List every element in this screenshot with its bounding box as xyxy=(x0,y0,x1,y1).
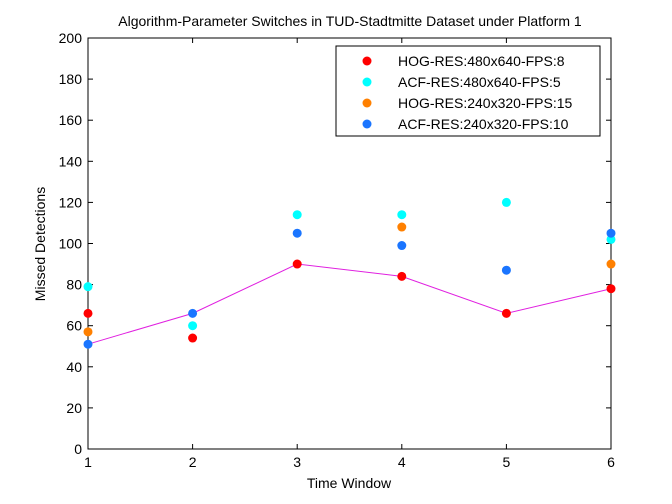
data-point-series-2 xyxy=(83,282,93,292)
legend-marker xyxy=(362,77,372,87)
data-point-series-2 xyxy=(606,234,616,244)
data-point-series-2 xyxy=(501,197,511,207)
y-tick-label: 100 xyxy=(59,236,83,252)
legend-marker xyxy=(362,98,372,108)
data-point-series-2 xyxy=(188,321,198,331)
y-axis: 0 20 40 60 80 100 120 140 160 180 200 xyxy=(59,30,611,457)
x-tick-label: 3 xyxy=(293,454,301,470)
x-tick-label: 2 xyxy=(189,454,197,470)
data-point-series-2 xyxy=(397,210,407,220)
data-point-series-4 xyxy=(397,241,407,251)
x-tick-label: 6 xyxy=(607,454,615,470)
y-tick-label: 60 xyxy=(66,318,82,334)
data-point-series-3 xyxy=(397,222,407,232)
data-point-series-1 xyxy=(501,308,511,318)
data-point-series-3 xyxy=(83,327,93,337)
y-tick-label: 120 xyxy=(59,194,83,210)
x-axis: 1 2 3 4 5 6 xyxy=(84,38,615,470)
data-point-series-4 xyxy=(83,339,93,349)
legend-marker xyxy=(362,119,372,129)
y-tick-label: 80 xyxy=(66,277,82,293)
y-tick-label: 0 xyxy=(74,441,82,457)
y-tick-label: 180 xyxy=(59,71,83,87)
data-point-series-1 xyxy=(83,308,93,318)
legend-marker xyxy=(362,56,372,66)
series-layer xyxy=(83,197,616,349)
x-tick-label: 1 xyxy=(84,454,92,470)
legend-label: ACF-RES:240x320-FPS:10 xyxy=(398,116,569,132)
y-tick-label: 200 xyxy=(59,30,83,46)
legend-label: HOG-RES:480x640-FPS:8 xyxy=(398,53,565,69)
data-point-series-1 xyxy=(188,333,198,343)
legend-box xyxy=(335,45,601,137)
y-tick-label: 160 xyxy=(59,112,83,128)
legend: HOG-RES:480x640-FPS:8 ACF-RES:480x640-FPS… xyxy=(335,45,601,137)
data-point-series-3 xyxy=(606,259,616,269)
switch-line xyxy=(87,263,612,345)
data-point-series-4 xyxy=(501,265,511,275)
x-tick-label: 5 xyxy=(503,454,511,470)
data-point-series-1 xyxy=(397,271,407,281)
data-point-series-1 xyxy=(606,284,616,294)
y-tick-label: 140 xyxy=(59,153,83,169)
legend-label: HOG-RES:240x320-FPS:15 xyxy=(398,95,573,111)
data-point-series-1 xyxy=(292,259,302,269)
y-axis-label: Missed Detections xyxy=(32,187,48,301)
y-tick-label: 40 xyxy=(66,359,82,375)
data-point-series-4 xyxy=(606,228,616,238)
data-point-series-2 xyxy=(292,210,302,220)
chart-title: Algorithm-Parameter Switches in TUD-Stad… xyxy=(118,13,582,29)
y-tick-label: 20 xyxy=(66,400,82,416)
legend-entries: HOG-RES:480x640-FPS:8 ACF-RES:480x640-FPS… xyxy=(362,53,573,132)
x-tick-label: 4 xyxy=(398,454,406,470)
x-axis-label: Time Window xyxy=(307,475,392,491)
data-point-series-4 xyxy=(292,228,302,238)
data-point-series-4 xyxy=(188,308,198,318)
legend-label: ACF-RES:480x640-FPS:5 xyxy=(398,74,561,90)
